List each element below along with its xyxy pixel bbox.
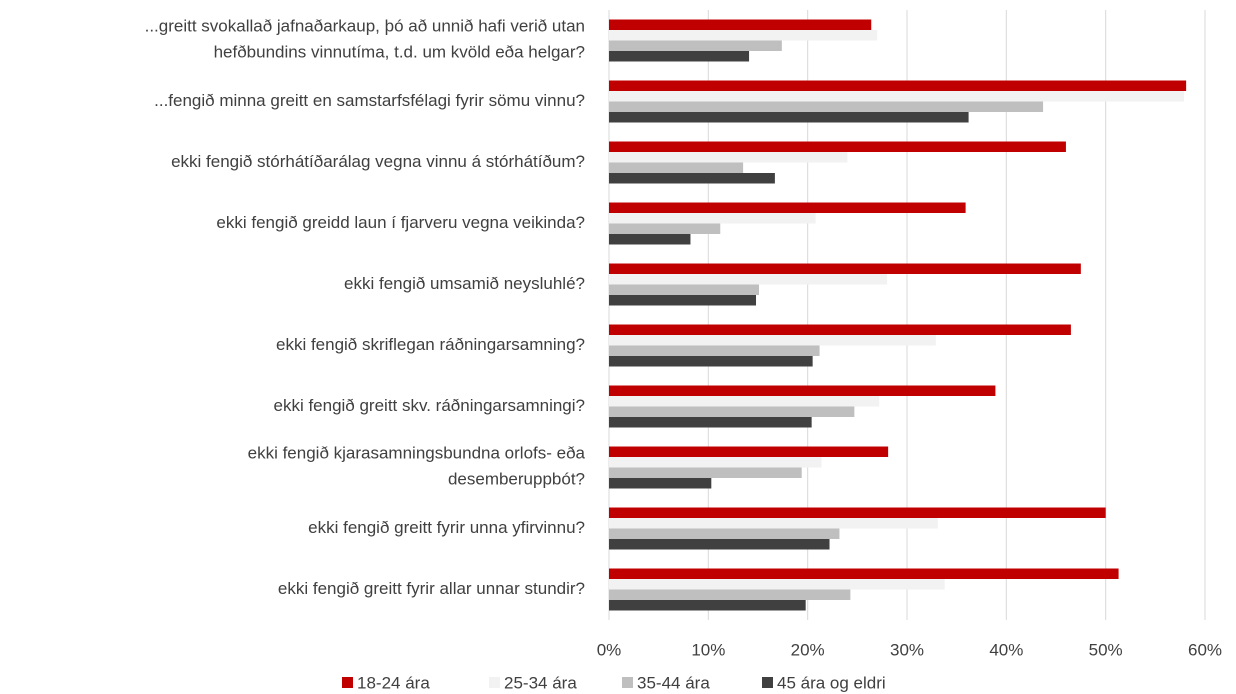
category-label-line: ekki fengið kjarasamningsbundna orlofs- … [248, 444, 586, 463]
legend-label: 25-34 ára [504, 673, 577, 692]
category-label-line: hefðbundins vinnutíma, t.d. um kvöld eða… [214, 43, 585, 62]
bar [609, 600, 806, 611]
bar [609, 173, 775, 184]
bar [609, 91, 1185, 102]
bar [609, 518, 938, 529]
legend-swatch [762, 677, 773, 688]
bar [609, 539, 830, 550]
category-label: ekki fengið stórhátíðarálag vegna vinnu … [171, 152, 585, 171]
bar [609, 80, 1187, 91]
legend-swatch [342, 677, 353, 688]
bar [609, 446, 889, 457]
bar [609, 202, 966, 213]
category-label: ekki fengið greitt fyrir unna yfirvinnu? [308, 518, 585, 537]
bar [609, 101, 1044, 112]
bar [609, 295, 757, 306]
bar [609, 457, 822, 468]
legend-label: 45 ára og eldri [777, 673, 886, 692]
category-label: ekki fengið kjarasamningsbundna orlofs- … [248, 444, 586, 489]
bar [609, 213, 816, 224]
x-tick-label: 0% [597, 640, 622, 659]
category-label-line: ...greitt svokallað jafnaðarkaup, þó að … [145, 17, 585, 36]
bar [609, 234, 691, 245]
legend-label: 35-44 ára [637, 673, 710, 692]
legend-swatch [622, 677, 633, 688]
bar [609, 385, 996, 396]
bar [609, 284, 759, 295]
x-tick-label: 50% [1089, 640, 1123, 659]
bar [609, 356, 813, 367]
bar [609, 141, 1066, 152]
category-label: ekki fengið greitt fyrir allar unnar stu… [278, 579, 585, 598]
bar [609, 162, 744, 173]
legend-label: 18-24 ára [357, 673, 430, 692]
bar [609, 417, 812, 428]
bar [609, 478, 712, 489]
x-tick-label: 40% [989, 640, 1023, 659]
bar [609, 30, 878, 41]
bar [609, 324, 1071, 335]
legend-swatch [489, 677, 500, 688]
x-tick-label: 10% [691, 640, 725, 659]
category-label: ekki fengið umsamið neysluhlé? [344, 274, 585, 293]
x-tick-label: 60% [1188, 640, 1222, 659]
category-label: ekki fengið greitt skv. ráðningarsamning… [273, 396, 585, 415]
category-label: ...greitt svokallað jafnaðarkaup, þó að … [145, 17, 585, 62]
bar [609, 40, 782, 51]
bar [609, 19, 872, 30]
category-label: ekki fengið skriflegan ráðningarsamning? [276, 335, 585, 354]
bar [609, 223, 721, 234]
x-tick-label: 30% [890, 640, 924, 659]
bar [609, 568, 1119, 579]
bar [609, 528, 840, 539]
bar [609, 579, 945, 590]
category-label-line: desemberuppbót? [448, 470, 585, 489]
bar [609, 467, 802, 478]
bar [609, 112, 969, 123]
bar [609, 274, 888, 285]
category-label: ekki fengið greidd laun í fjarveru vegna… [216, 213, 585, 232]
bar [609, 51, 750, 62]
bar [609, 589, 851, 600]
category-label: ...fengið minna greitt en samstarfsfélag… [154, 91, 585, 110]
bar [609, 406, 855, 417]
bar [609, 396, 880, 407]
bar [609, 345, 820, 356]
bar [609, 507, 1106, 518]
bar [609, 335, 936, 346]
x-tick-label: 20% [791, 640, 825, 659]
bar [609, 263, 1081, 274]
bar [609, 152, 848, 163]
